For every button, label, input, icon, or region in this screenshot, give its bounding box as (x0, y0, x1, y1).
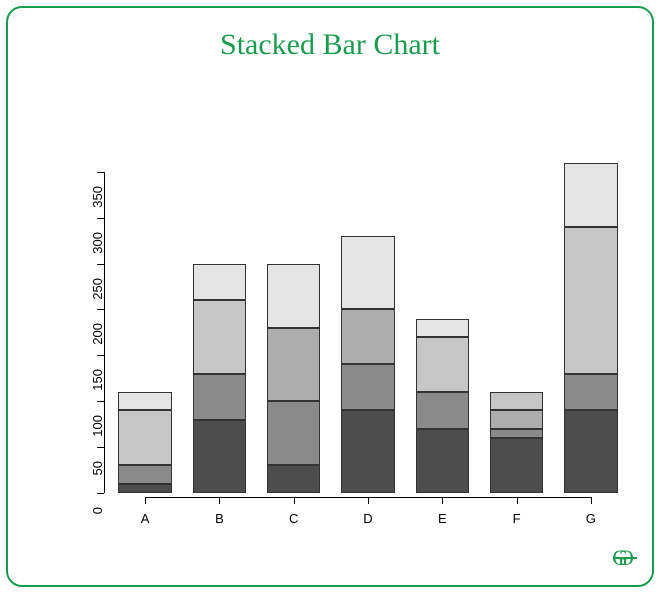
x-tick (591, 497, 592, 504)
x-tick (442, 497, 443, 504)
bar-segment (416, 319, 469, 337)
bar-segment (341, 410, 394, 493)
y-tick-label: 300 (90, 232, 105, 260)
y-tick (97, 264, 104, 265)
bar (118, 392, 171, 493)
bar (564, 163, 617, 493)
y-tick (97, 401, 104, 402)
y-tick (97, 309, 104, 310)
bar-segment (490, 429, 543, 438)
y-tick-label: 200 (90, 323, 105, 351)
bar-segment (118, 484, 171, 493)
bar (341, 236, 394, 493)
x-tick-label: F (492, 511, 542, 526)
bar-segment (341, 236, 394, 309)
y-tick (97, 218, 104, 219)
y-tick-label: 150 (90, 369, 105, 397)
bar (490, 392, 543, 493)
bar-segment (564, 163, 617, 227)
bar (416, 319, 469, 493)
bar-segment (490, 410, 543, 428)
bar-segment (267, 328, 320, 401)
bar-segment (267, 465, 320, 493)
bar-segment (118, 465, 171, 483)
bar-segment (416, 392, 469, 429)
bar-segment (193, 264, 246, 301)
bar-segment (118, 410, 171, 465)
bar-segment (564, 374, 617, 411)
y-tick-label: 100 (90, 415, 105, 443)
y-tick-label: 350 (90, 186, 105, 214)
bar-segment (341, 309, 394, 364)
bar-segment (193, 300, 246, 373)
x-tick-label: A (120, 511, 170, 526)
x-tick (219, 497, 220, 504)
bar-segment (267, 264, 320, 328)
y-tick (97, 493, 104, 494)
chart-title: Stacked Bar Chart (8, 28, 652, 62)
x-tick-label: C (269, 511, 319, 526)
x-tick (368, 497, 369, 504)
y-tick-label: 50 (90, 461, 105, 489)
bar-segment (267, 401, 320, 465)
bar-segment (193, 374, 246, 420)
bar-segment (118, 392, 171, 410)
x-tick-label: G (566, 511, 616, 526)
x-tick-label: E (417, 511, 467, 526)
bar-segment (341, 364, 394, 410)
bar-segment (416, 429, 469, 493)
gfg-logo: GG (612, 545, 634, 571)
bar-segment (193, 420, 246, 493)
plot-area: 050100150200250300350ABCDEFG (38, 158, 638, 518)
x-tick (145, 497, 146, 504)
bar-segment (490, 438, 543, 493)
bar-segment (416, 337, 469, 392)
y-tick (97, 447, 104, 448)
x-tick-label: D (343, 511, 393, 526)
chart-frame: Stacked Bar Chart 0 50 100 150 200 250 300 350 A… (6, 6, 654, 587)
x-tick-label: B (194, 511, 244, 526)
x-tick (294, 497, 295, 504)
bar-segment (564, 410, 617, 493)
y-tick (97, 172, 104, 173)
y-tick-label: 250 (90, 278, 105, 306)
bar-segment (490, 392, 543, 410)
y-tick-label: 0 (90, 507, 105, 535)
x-tick (517, 497, 518, 504)
y-tick (97, 355, 104, 356)
bar (193, 264, 246, 493)
bar (267, 264, 320, 493)
bar-segment (564, 227, 617, 374)
